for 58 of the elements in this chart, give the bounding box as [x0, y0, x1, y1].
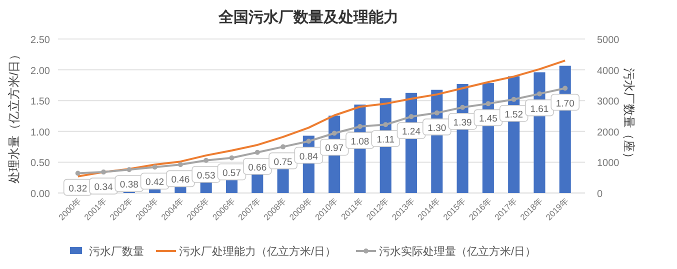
point	[126, 167, 132, 172]
legend-label: 污水厂数量	[89, 245, 144, 258]
y2-tick-label: 1000	[597, 158, 620, 170]
y-axis-title: 处理水量（亿立方米/日）	[7, 48, 21, 184]
data-label: 1.39	[453, 117, 472, 128]
data-label: 0.46	[171, 174, 190, 186]
point	[332, 130, 337, 136]
data-label: 0.57	[222, 168, 241, 179]
data-label: 1.11	[376, 134, 395, 146]
point	[101, 170, 106, 175]
y2-tick-label: 3000	[597, 96, 620, 108]
legend-label: 污水厂处理能力（亿立方米/日）	[179, 245, 336, 258]
data-label: 0.97	[325, 143, 344, 154]
data-label: 0.42	[146, 177, 164, 188]
data-label: 1.70	[556, 98, 574, 110]
data-label: 0.34	[94, 182, 113, 194]
y2-tick-label: 4000	[597, 66, 620, 77]
chart-title: 全国污水厂数量及处理能力	[218, 9, 398, 26]
point	[280, 144, 286, 150]
data-label: 1.45	[478, 114, 498, 125]
y-tick-label: 2.50	[30, 35, 50, 46]
point	[562, 86, 568, 91]
point	[383, 122, 388, 128]
y2-tick-label: 2000	[597, 127, 620, 138]
y-tick-label: 2.00	[30, 66, 50, 77]
point	[254, 150, 260, 155]
data-label: 0.32	[68, 183, 88, 194]
data-label: 0.84	[299, 151, 318, 162]
y2-tick-label: 5000	[597, 35, 620, 46]
data-label: 0.53	[196, 170, 216, 182]
data-label: 1.52	[504, 109, 524, 120]
point	[460, 104, 466, 110]
point	[408, 114, 414, 120]
point	[75, 170, 80, 176]
y2-axis-title: 污水厂数量（座）	[622, 68, 636, 164]
point	[306, 138, 312, 144]
point	[536, 91, 542, 96]
point	[229, 155, 234, 160]
data-label: 1.30	[428, 122, 446, 134]
point	[204, 158, 209, 163]
point	[434, 110, 440, 116]
point	[178, 162, 183, 168]
y-tick-label: 0.00	[30, 189, 50, 200]
point	[152, 164, 158, 170]
data-label: 0.66	[248, 162, 267, 174]
y2-tick-label: 0	[597, 189, 603, 200]
data-label: 1.24	[402, 126, 421, 138]
y-tick-label: 0.50	[30, 158, 50, 170]
y-tick-label: 1.50	[30, 96, 50, 108]
data-label: 1.61	[530, 104, 549, 115]
data-label: 0.38	[120, 180, 138, 191]
point	[511, 96, 516, 102]
point	[357, 124, 362, 129]
data-label: 0.75	[274, 156, 292, 168]
point	[486, 101, 491, 106]
y-tick-label: 1.00	[30, 127, 50, 138]
legend-label: 污水实际处理量（亿立方米/日）	[379, 245, 536, 258]
data-label: 1.08	[350, 136, 370, 148]
